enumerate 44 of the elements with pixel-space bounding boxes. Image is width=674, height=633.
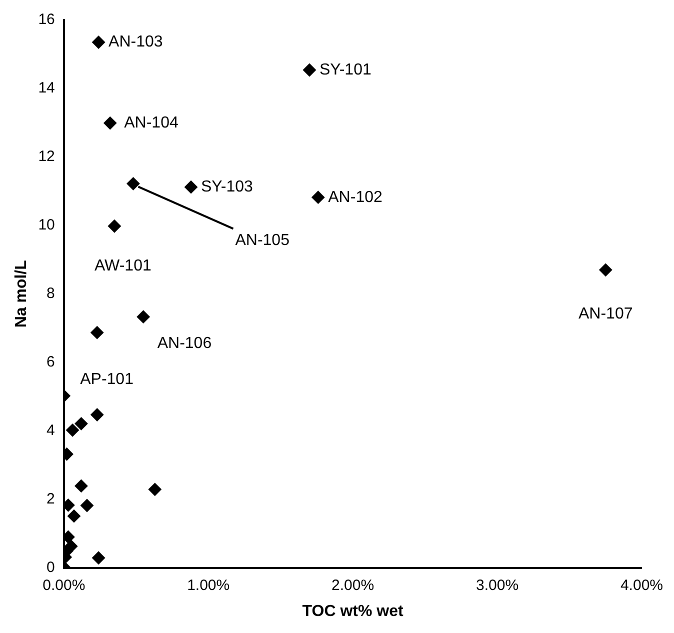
point xyxy=(302,63,316,76)
point xyxy=(108,220,121,233)
point xyxy=(90,326,104,340)
point xyxy=(90,408,104,422)
point xyxy=(92,551,106,564)
point xyxy=(67,510,80,523)
y-tick-label: 8 xyxy=(46,285,55,302)
point xyxy=(184,180,198,194)
y-tick-label: 14 xyxy=(38,80,55,97)
point xyxy=(312,190,325,204)
annotation: SY-103 xyxy=(201,178,254,196)
x-tick-label: 4.00% xyxy=(620,576,664,594)
y-tick-label: 2 xyxy=(46,490,55,508)
annotation: SY-101 xyxy=(319,61,372,78)
point xyxy=(80,498,94,512)
annotation: AN-105 xyxy=(235,232,290,250)
point xyxy=(66,424,80,437)
point xyxy=(74,417,88,430)
annotation: AP-101 xyxy=(80,370,134,388)
point xyxy=(104,116,117,130)
y-axis-title: Na mol/L xyxy=(13,260,30,328)
y-tick-label: 12 xyxy=(38,148,55,166)
point xyxy=(136,310,150,324)
annotation: AN-107 xyxy=(578,305,633,322)
point xyxy=(92,36,106,49)
x-tick-label: 0.00% xyxy=(42,576,86,594)
point xyxy=(126,177,140,190)
x-tick-label: 2.00% xyxy=(332,576,374,594)
x-tick-label: 3.00% xyxy=(476,576,519,594)
annotation: AN-106 xyxy=(157,335,212,352)
y-tick-label: 0 xyxy=(46,558,55,576)
annotation: AN-102 xyxy=(328,188,382,206)
x-tick-label: 1.00% xyxy=(187,576,230,594)
point xyxy=(599,263,612,276)
annotation: AW-101 xyxy=(94,258,152,275)
x-axis-title: TOC wt% wet xyxy=(302,602,404,620)
y-tick-label: 4 xyxy=(46,422,55,439)
y-tick-label: 16 xyxy=(38,11,55,28)
annotation: AN-104 xyxy=(124,114,178,132)
point xyxy=(148,482,162,496)
y-tick-label: 6 xyxy=(46,354,55,371)
y-tick-label: 10 xyxy=(38,216,55,234)
annotation: AN-103 xyxy=(108,34,163,51)
point xyxy=(74,479,88,492)
